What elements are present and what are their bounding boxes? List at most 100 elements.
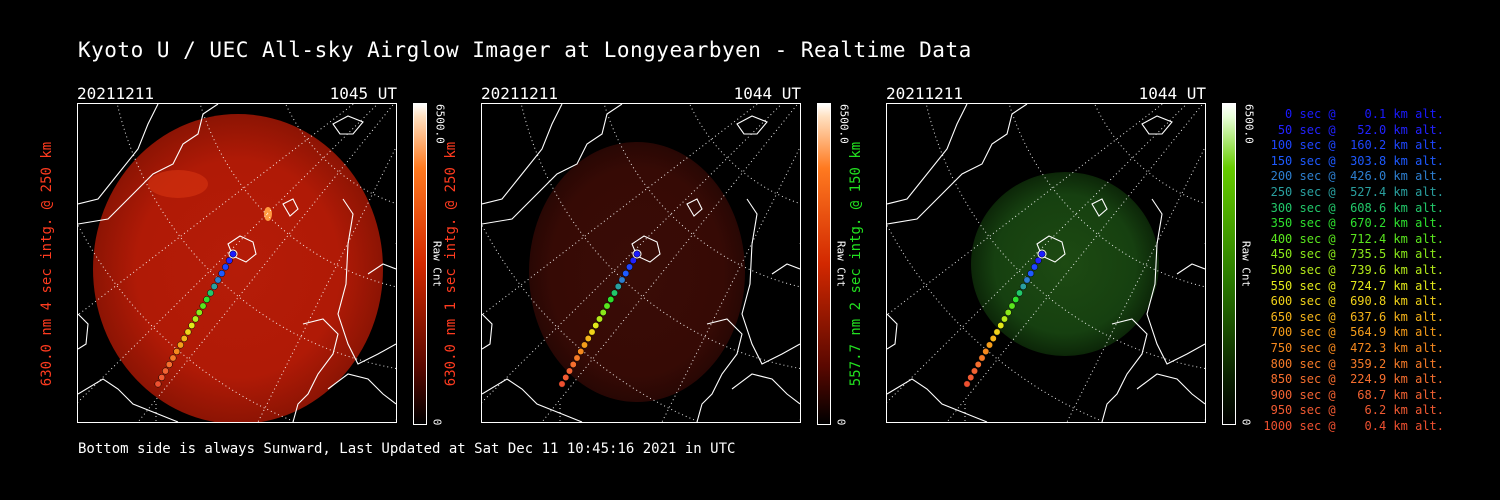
panel-date: 20211211 bbox=[77, 84, 155, 103]
trajectory-point bbox=[629, 257, 637, 264]
trajectory-point bbox=[195, 309, 203, 316]
trajectory-point bbox=[993, 328, 1001, 336]
legend-row: 600 sec @ 690.8 km alt. bbox=[1263, 294, 1444, 309]
trajectory-point bbox=[173, 348, 181, 355]
sky-image bbox=[93, 114, 383, 422]
coastline bbox=[327, 373, 396, 405]
coastline bbox=[482, 104, 623, 225]
coastline bbox=[1091, 198, 1108, 217]
panel-date: 20211211 bbox=[481, 84, 559, 103]
trajectory-point bbox=[986, 341, 993, 349]
trajectory-point bbox=[1034, 257, 1042, 264]
trajectory-point bbox=[622, 270, 630, 277]
coastline bbox=[696, 318, 743, 422]
allsky-image bbox=[481, 103, 801, 423]
trajectory-point bbox=[982, 348, 990, 355]
trajectory-point bbox=[225, 257, 233, 264]
coastline bbox=[1136, 373, 1205, 405]
panel-side-label-text: 557.7 nm 2 sec intg. @ 150 km bbox=[848, 141, 864, 387]
legend-row: 900 sec @ 68.7 km alt. bbox=[1263, 387, 1444, 402]
colorbar bbox=[413, 103, 427, 425]
coastline bbox=[78, 313, 89, 350]
trajectory-legend: 0 sec @ 0.1 km alt. 50 sec @ 52.0 km alt… bbox=[1262, 107, 1444, 434]
legend-row: 950 sec @ 6.2 km alt. bbox=[1263, 403, 1444, 418]
trajectory-point bbox=[997, 322, 1005, 329]
trajectory-point bbox=[596, 315, 603, 323]
colorbar bbox=[1222, 103, 1236, 425]
trajectory-point bbox=[592, 322, 600, 329]
trajectory-point bbox=[967, 374, 975, 381]
coastline bbox=[887, 104, 968, 205]
trajectory-point bbox=[626, 263, 633, 271]
trajectory-point bbox=[599, 309, 607, 316]
coastline bbox=[887, 313, 898, 350]
legend-row: 0 sec @ 0.1 km alt. bbox=[1263, 107, 1444, 121]
legend-row: 50 sec @ 52.0 km alt. bbox=[1263, 122, 1444, 137]
trajectory-start-point bbox=[228, 249, 238, 259]
coastline bbox=[482, 104, 563, 205]
panel-date: 20211211 bbox=[886, 84, 964, 103]
trajectory-point bbox=[558, 380, 566, 388]
panel-time: 1044 UT bbox=[733, 84, 801, 103]
panel-side-label-text: 630.0 nm 4 sec intg. @ 250 km bbox=[39, 141, 55, 387]
trajectory-point bbox=[203, 296, 211, 303]
trajectory-point bbox=[1027, 270, 1035, 277]
trajectory-point bbox=[188, 322, 196, 329]
coastline bbox=[887, 104, 1028, 225]
allsky-image bbox=[77, 103, 397, 423]
coastline bbox=[1141, 115, 1173, 135]
trajectory-point bbox=[169, 354, 177, 362]
trajectory-point bbox=[1012, 296, 1020, 303]
trajectory-point bbox=[588, 328, 596, 336]
trajectory-point bbox=[584, 335, 592, 342]
coastline bbox=[731, 373, 800, 405]
legend-row: 750 sec @ 472.3 km alt. bbox=[1263, 340, 1444, 355]
sky-image bbox=[529, 142, 745, 402]
panel-time: 1045 UT bbox=[329, 84, 397, 103]
trajectory-point bbox=[566, 367, 573, 375]
coastline bbox=[332, 115, 364, 135]
trajectory-point bbox=[1008, 302, 1016, 310]
coastline bbox=[367, 263, 396, 275]
legend-row: 550 sec @ 724.7 km alt. bbox=[1263, 278, 1444, 293]
trajectory-start-point bbox=[632, 249, 642, 259]
trajectory-point bbox=[573, 354, 581, 362]
trajectory-point bbox=[611, 289, 618, 297]
trajectory-point bbox=[974, 361, 982, 368]
coastline bbox=[686, 198, 703, 217]
legend-row: 1000 sec @ 0.4 km alt. bbox=[1263, 418, 1444, 433]
trajectory-point bbox=[1038, 250, 1046, 258]
trajectory-point bbox=[562, 374, 570, 381]
coastline bbox=[78, 378, 179, 422]
trajectory-point bbox=[158, 374, 166, 381]
trajectory-point bbox=[180, 335, 188, 342]
coastline bbox=[771, 263, 800, 275]
trajectory-point bbox=[184, 328, 192, 336]
coastline bbox=[736, 115, 768, 135]
allsky-image bbox=[886, 103, 1206, 423]
trajectory-point bbox=[210, 283, 218, 290]
panel-side-label-text: 630.0 nm 1 sec intg. @ 250 km bbox=[443, 141, 459, 387]
panel-1: 20211211 1045 UT 630.0 nm 4 sec intg. @ … bbox=[39, 84, 477, 430]
legend-row: 400 sec @ 712.4 km alt. bbox=[1263, 231, 1444, 246]
trajectory-point bbox=[614, 283, 622, 290]
trajectory-point bbox=[222, 263, 229, 271]
trajectory-point bbox=[154, 380, 162, 388]
trajectory-start-point bbox=[1037, 249, 1047, 259]
legend-row: 800 sec @ 359.2 km alt. bbox=[1263, 356, 1444, 371]
colorbar bbox=[817, 103, 831, 425]
coastline bbox=[741, 198, 800, 365]
page-title: Kyoto U / UEC All-sky Airglow Imager at … bbox=[78, 38, 972, 62]
trajectory-point bbox=[1016, 289, 1023, 297]
trajectory-point bbox=[177, 341, 184, 349]
trajectory-point bbox=[1031, 263, 1038, 271]
legend-row: 300 sec @ 608.6 km alt. bbox=[1263, 200, 1444, 215]
legend-row: 200 sec @ 426.0 km alt. bbox=[1263, 169, 1444, 184]
sky-image bbox=[971, 172, 1159, 356]
coastline bbox=[887, 378, 988, 422]
trajectory-point bbox=[1001, 315, 1008, 323]
coastline bbox=[337, 198, 396, 365]
legend-row: 850 sec @ 224.9 km alt. bbox=[1263, 372, 1444, 387]
coastline bbox=[78, 104, 219, 225]
trajectory-point bbox=[971, 367, 978, 375]
